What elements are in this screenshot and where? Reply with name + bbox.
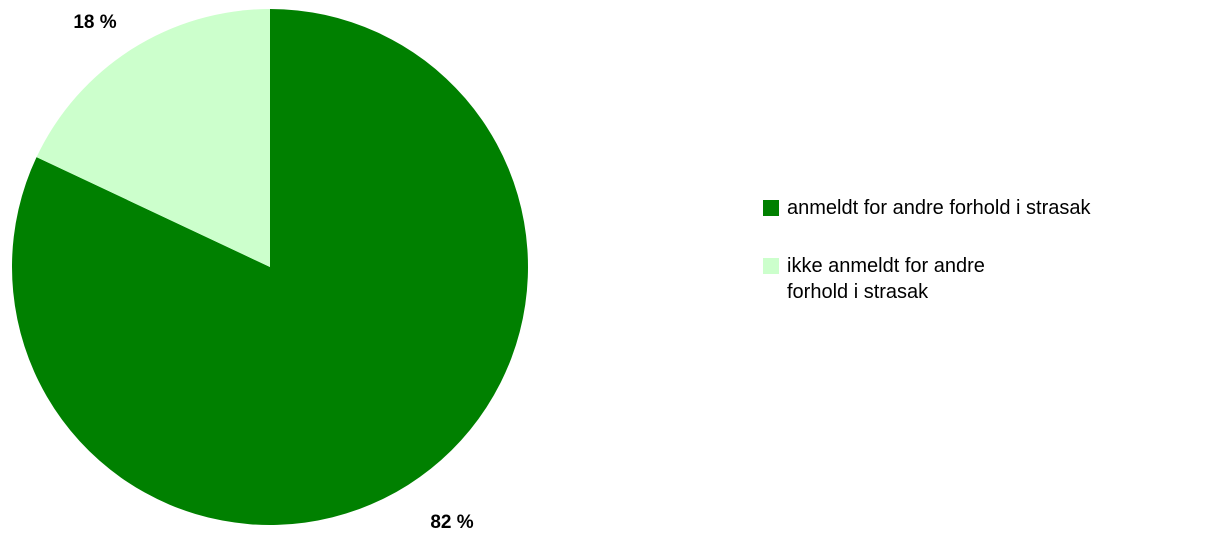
data-label-1: 18 % (73, 12, 116, 33)
pie-slice-1 (36, 9, 270, 267)
legend-item-ikke-anmeldt: ikke anmeldt for andre forhold i strasak (763, 253, 1203, 305)
legend-label-ikke-anmeldt: ikke anmeldt for andre forhold i strasak (787, 255, 985, 303)
legend-item-anmeldt: anmeldt for andre forhold i strasak (763, 195, 1203, 221)
pie-data-labels: 82 % 18 % (73, 12, 473, 533)
data-label-0: 82 % (430, 512, 473, 533)
legend-label-anmeldt: anmeldt for andre forhold i strasak (787, 197, 1091, 219)
chart-legend: anmeldt for andre forhold i strasak ikke… (763, 195, 1203, 337)
pie-slices (11, 9, 528, 525)
legend-swatch-ikke-anmeldt (763, 258, 779, 274)
legend-swatch-anmeldt (763, 200, 779, 216)
pie-slice-0 (11, 9, 528, 525)
